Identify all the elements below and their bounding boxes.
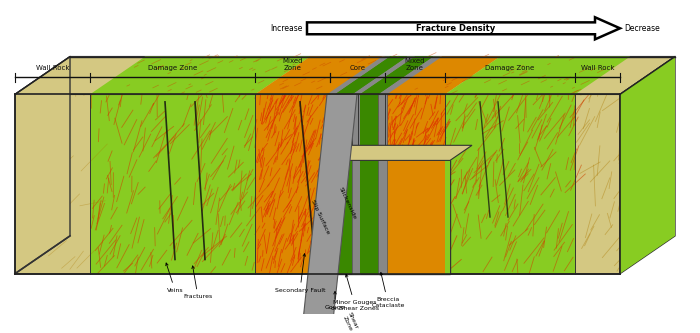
Text: Wall Rock: Wall Rock	[36, 65, 69, 71]
Polygon shape	[330, 161, 352, 274]
Polygon shape	[335, 161, 352, 274]
Polygon shape	[445, 94, 575, 274]
Text: Minor Gouges
or Shear Zones: Minor Gouges or Shear Zones	[331, 274, 379, 311]
Polygon shape	[385, 57, 500, 94]
Polygon shape	[307, 17, 620, 39]
Polygon shape	[385, 94, 445, 274]
Text: Wall Rock: Wall Rock	[581, 65, 615, 71]
Polygon shape	[15, 57, 675, 94]
Text: Breccia
Cataclaste: Breccia Cataclaste	[371, 272, 405, 308]
Text: Fractures: Fractures	[183, 266, 213, 299]
Text: Decrease: Decrease	[624, 24, 659, 33]
Polygon shape	[378, 94, 387, 274]
Polygon shape	[330, 57, 440, 94]
Text: Damage Zone: Damage Zone	[485, 65, 535, 71]
Text: Core: Core	[349, 65, 365, 71]
Polygon shape	[385, 161, 445, 274]
Text: Mixed
Zone: Mixed Zone	[405, 58, 426, 71]
Text: Gouge: Gouge	[325, 291, 345, 310]
Polygon shape	[327, 161, 335, 274]
Polygon shape	[378, 57, 442, 94]
Polygon shape	[352, 57, 415, 94]
Polygon shape	[327, 94, 335, 274]
Text: Damage Zone: Damage Zone	[148, 65, 197, 71]
Polygon shape	[255, 94, 330, 274]
Polygon shape	[327, 57, 390, 94]
Text: Slip Surface: Slip Surface	[310, 199, 330, 235]
Polygon shape	[378, 161, 387, 274]
Polygon shape	[15, 94, 620, 274]
Polygon shape	[358, 161, 385, 274]
Polygon shape	[352, 94, 360, 274]
Polygon shape	[445, 161, 450, 274]
Text: Veins: Veins	[166, 263, 183, 293]
Text: Secondary Fault: Secondary Fault	[274, 254, 326, 293]
Polygon shape	[445, 57, 630, 94]
Polygon shape	[90, 94, 255, 274]
Text: Mixed
Zone: Mixed Zone	[282, 58, 302, 71]
Polygon shape	[620, 57, 675, 274]
Polygon shape	[360, 161, 378, 274]
Polygon shape	[335, 94, 352, 274]
Polygon shape	[330, 94, 385, 274]
Polygon shape	[352, 161, 360, 274]
Polygon shape	[300, 94, 357, 333]
Text: Increase: Increase	[271, 24, 303, 33]
Polygon shape	[360, 57, 433, 94]
Text: Fracture Density: Fracture Density	[416, 24, 496, 33]
Polygon shape	[90, 57, 310, 94]
Polygon shape	[255, 57, 385, 94]
Polygon shape	[15, 57, 70, 274]
Polygon shape	[620, 57, 675, 274]
Polygon shape	[352, 161, 358, 274]
Polygon shape	[325, 145, 472, 161]
Polygon shape	[360, 94, 378, 274]
Polygon shape	[325, 161, 450, 274]
Text: Slickenside: Slickenside	[337, 186, 357, 220]
Polygon shape	[335, 57, 407, 94]
Text: Shear
Zone: Shear Zone	[341, 311, 359, 332]
